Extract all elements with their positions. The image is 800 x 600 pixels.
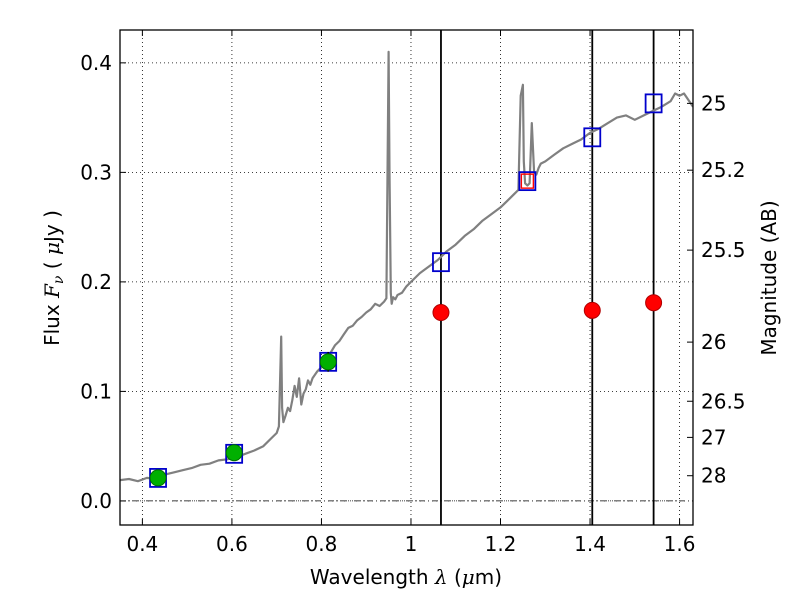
y-axis-title-symbol: F: [40, 283, 64, 299]
y-axis-title-unit-prefix: μ: [40, 242, 64, 255]
red-point: [583, 301, 601, 319]
red-point: [645, 294, 663, 312]
blue-square-marker: [518, 171, 537, 192]
x-axis-title-symbol: λ: [434, 565, 448, 589]
mag-tick-label: 27: [701, 425, 726, 449]
mag-tick-label: 28: [701, 464, 726, 488]
y2-axis-title: Magnitude (AB): [757, 200, 781, 355]
mag-tick-label: 26: [701, 330, 726, 354]
y-axis-title-prefix: Flux: [40, 298, 64, 346]
green-point: [149, 469, 167, 487]
y-axis-title: Flux Fν ( μJy ): [40, 210, 67, 346]
x-axis-title-open: (: [448, 565, 462, 589]
y-axis-title-unit: Jy ): [40, 210, 64, 244]
y-tick-label: 0.2: [80, 270, 112, 294]
red-square-marker: [520, 173, 535, 189]
x-tick-label: 1.2: [485, 532, 517, 556]
x-tick-label: 0.6: [216, 532, 248, 556]
blue-square-marker: [432, 252, 450, 273]
x-axis-title: Wavelength λ (μm): [310, 565, 502, 589]
series-layer: [120, 50, 693, 488]
y-axis-title-open: (: [40, 255, 64, 276]
green-point: [319, 353, 337, 371]
mag-tick-label: 26.5: [701, 389, 746, 413]
y-tick-label: 0.0: [80, 489, 112, 513]
grid: [120, 30, 693, 525]
plot-frame: [119, 29, 694, 526]
y-tick-label: 0.3: [80, 160, 112, 184]
x-axis-title-unit: m): [475, 565, 502, 589]
x-axis-title-unit-prefix: μ: [462, 565, 475, 589]
mag-tick-label: 25: [701, 91, 726, 115]
x-tick-label: 0.4: [126, 532, 158, 556]
x-tick-label: 1: [405, 532, 418, 556]
y-axis-title-subscript: ν: [51, 275, 67, 284]
y-tick-label: 0.1: [80, 379, 112, 403]
blue-square-marker: [583, 127, 602, 148]
x-axis-title-prefix: Wavelength: [310, 565, 435, 589]
x-tick-label: 1.4: [574, 532, 606, 556]
spectrum-line: [120, 50, 693, 483]
green-point: [225, 444, 243, 462]
x-tick-label: 1.6: [664, 532, 696, 556]
red-point: [432, 304, 450, 322]
ticks: 0.4 0.6 0.8 1 1.2 1.4 1.6 0.0 0.1 0.2 0.3 0.4 25 25.2…: [80, 30, 746, 556]
x-tick-label: 0.8: [306, 532, 338, 556]
mag-tick-label: 25.2: [701, 158, 746, 182]
blue-square-marker: [644, 93, 663, 114]
y-tick-label: 0.4: [80, 51, 112, 75]
mag-tick-label: 25.5: [701, 238, 746, 262]
plot-area: [120, 30, 693, 525]
